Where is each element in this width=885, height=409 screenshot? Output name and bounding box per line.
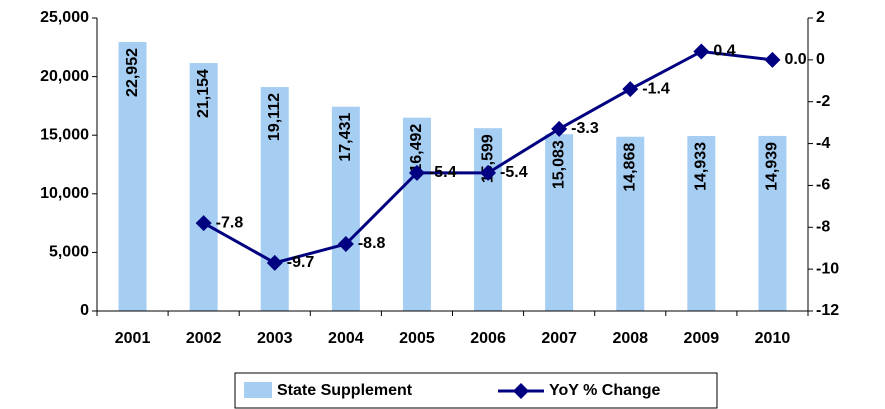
line-marker — [551, 120, 568, 137]
y2-tick-label: -10 — [816, 260, 839, 277]
line-value-label: 0.4 — [713, 43, 735, 60]
x-tick-label: 2008 — [612, 330, 648, 347]
bar — [616, 136, 645, 311]
bar — [545, 134, 574, 311]
line-marker — [408, 164, 425, 181]
line-marker — [337, 236, 354, 253]
x-tick-label: 2009 — [684, 330, 720, 347]
line-marker — [195, 215, 212, 232]
bar — [402, 117, 431, 311]
x-tick-label: 2004 — [328, 330, 364, 347]
x-tick-label: 2010 — [755, 330, 791, 347]
bar — [474, 128, 503, 311]
bar — [331, 106, 360, 311]
y-tick-label: 25,000 — [40, 9, 89, 26]
y2-tick-label: -12 — [816, 302, 839, 319]
y-tick-label: 15,000 — [40, 126, 89, 143]
line-value-label: -1.4 — [642, 80, 670, 97]
line-marker — [266, 254, 283, 271]
bar-value-label: 19,112 — [266, 93, 283, 141]
bar — [758, 135, 787, 311]
bar-value-label: 14,933 — [693, 142, 710, 191]
x-tick-label: 2002 — [186, 330, 222, 347]
bar-value-label: 17,431 — [337, 113, 354, 162]
y-tick-label: 10,000 — [40, 185, 89, 202]
line-value-label: -9.7 — [287, 254, 315, 271]
y-tick-label: 5,000 — [49, 244, 89, 261]
line-value-label: 0.0 — [784, 51, 806, 68]
line-marker — [622, 81, 639, 98]
x-tick-label: 2005 — [399, 330, 435, 347]
bar-value-label: 21,154 — [195, 69, 212, 118]
line-value-label: -3.3 — [571, 120, 599, 137]
y2-tick-label: 2 — [816, 9, 825, 26]
line-marker — [480, 164, 497, 181]
line-value-label: -7.8 — [216, 214, 244, 231]
bar — [189, 63, 218, 311]
y2-tick-label: 0 — [816, 51, 825, 68]
line-marker — [693, 43, 710, 60]
line-value-label: -5.4 — [500, 164, 528, 181]
y-tick-label: 20,000 — [40, 68, 89, 85]
y-tick-label: 0 — [80, 302, 89, 319]
legend-marker — [513, 383, 529, 399]
x-tick-label: 2003 — [257, 330, 293, 347]
y2-tick-label: -2 — [816, 93, 830, 110]
y2-tick-label: -8 — [816, 219, 830, 236]
legend-label: State Supplement — [277, 382, 413, 399]
x-tick-label: 2001 — [115, 330, 151, 347]
legend-label: YoY % Change — [549, 382, 661, 399]
bar — [687, 135, 716, 311]
bar — [260, 87, 289, 312]
y2-tick-label: -4 — [816, 135, 830, 152]
y2-tick-label: -6 — [816, 177, 830, 194]
legend-box — [234, 372, 718, 409]
line-value-label: -5.4 — [429, 164, 457, 181]
bar-value-label: 14,868 — [621, 143, 638, 192]
bar-value-label: 14,939 — [764, 142, 781, 191]
line-value-label: -8.8 — [358, 235, 386, 252]
bar-value-label: 16,492 — [408, 124, 425, 173]
legend-swatch — [244, 382, 272, 398]
x-tick-label: 2007 — [541, 330, 577, 347]
bar — [118, 42, 147, 311]
bar-value-label: 22,952 — [124, 48, 141, 97]
x-tick-label: 2006 — [470, 330, 506, 347]
line-marker — [764, 51, 781, 68]
bar-value-label: 15,083 — [550, 140, 567, 189]
